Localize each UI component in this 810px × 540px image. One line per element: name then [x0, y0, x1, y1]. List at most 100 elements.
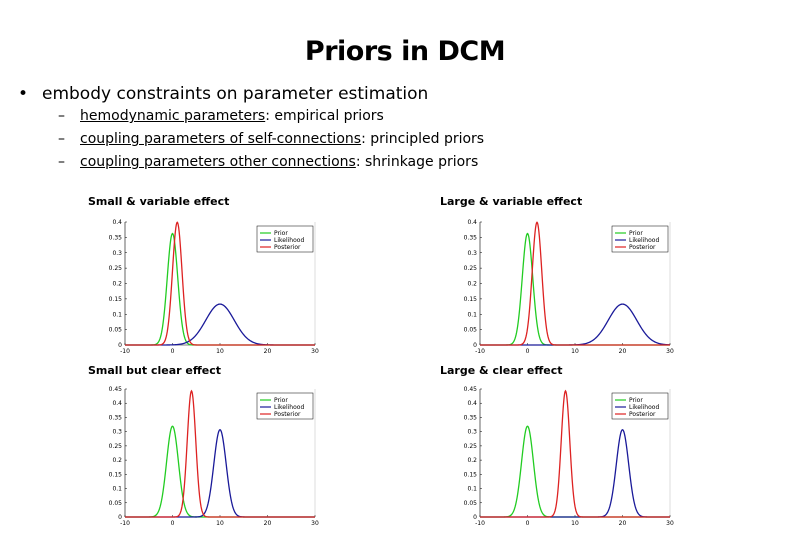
y-tick-label: 0.25: [464, 443, 478, 450]
legend-label: Prior: [274, 397, 288, 404]
y-tick-label: 0.1: [467, 311, 477, 318]
sub-item-other-connections: – coupling parameters other connections: …: [58, 154, 478, 170]
x-tick-label: 10: [216, 348, 224, 355]
legend-label: Prior: [629, 397, 643, 404]
y-tick-label: 0.45: [109, 386, 123, 393]
y-tick-label: 0.4: [112, 400, 122, 407]
y-tick-label: 0.05: [464, 327, 478, 334]
density-plot: 00.050.10.150.20.250.30.350.4-10 0 10 20 30P…: [464, 219, 674, 355]
y-tick-label: 0.45: [464, 386, 478, 393]
x-tick-label: 30: [311, 520, 319, 527]
y-tick-label: 0.35: [109, 234, 123, 241]
y-tick-label: 0.3: [467, 429, 477, 436]
series-line: [125, 425, 315, 518]
series-line: [125, 221, 315, 346]
legend-label: Likelihood: [629, 404, 659, 411]
y-tick-label: 0.05: [464, 500, 478, 507]
x-tick-label: 10: [571, 520, 579, 527]
x-tick-label: -10: [120, 520, 130, 527]
x-tick-label: -10: [120, 348, 130, 355]
y-tick-label: 0.2: [112, 457, 122, 464]
y-tick-label: 0.05: [109, 500, 123, 507]
y-tick-label: 0.15: [109, 296, 123, 303]
y-tick-label: 0.05: [109, 327, 123, 334]
sub-item-desc: : empirical priors: [265, 108, 384, 124]
x-tick-label: 0: [171, 348, 175, 355]
x-tick-label: 20: [264, 520, 272, 527]
series-line: [125, 428, 315, 518]
legend-label: Posterior: [629, 411, 656, 418]
sub-item-term: coupling parameters of self-connections: [80, 131, 362, 147]
x-tick-label: 30: [666, 520, 674, 527]
plot-label: Large & clear effect: [440, 364, 563, 377]
density-plot: 00.050.10.150.20.250.30.350.40.45-10 0 10 2…: [109, 386, 319, 527]
legend-label: Posterior: [274, 411, 301, 418]
series-line: [125, 389, 315, 518]
y-tick-label: 0.2: [112, 281, 122, 288]
series-line: [125, 303, 315, 346]
dash-glyph: –: [58, 131, 65, 147]
sub-item-term: coupling parameters other connections: [80, 154, 356, 170]
sub-item-desc: : shrinkage priors: [355, 154, 479, 170]
legend-box: [256, 392, 314, 420]
y-tick-label: 0.1: [112, 311, 122, 318]
sub-item-self-connections: – coupling parameters of self-connections…: [58, 131, 484, 147]
legend-label: Prior: [629, 230, 643, 237]
x-tick-label: 10: [216, 520, 224, 527]
legend-label: Posterior: [629, 244, 656, 251]
plot-label: Small & variable effect: [88, 195, 230, 208]
x-tick-label: 20: [619, 348, 627, 355]
x-tick-label: 0: [171, 520, 175, 527]
x-tick-label: 0: [526, 348, 530, 355]
y-tick-label: 0.4: [467, 219, 477, 226]
legend-label: Likelihood: [629, 237, 659, 244]
density-plot: 00.050.10.150.20.250.30.350.40.45-10 0 10 2…: [464, 386, 674, 527]
y-tick-label: 0.2: [467, 457, 477, 464]
y-tick-label: 0.4: [112, 219, 122, 226]
sub-item-desc: : principled priors: [361, 131, 485, 147]
y-tick-label: 0.1: [467, 486, 477, 493]
plot-label: Large & variable effect: [440, 195, 583, 208]
y-tick-label: 0.35: [109, 414, 123, 421]
legend-label: Posterior: [274, 244, 301, 251]
y-tick-label: 0.15: [109, 471, 123, 478]
x-tick-label: 30: [666, 348, 674, 355]
plot-label: Small but clear effect: [88, 364, 222, 377]
y-tick-label: 0.15: [464, 296, 478, 303]
legend-label: Prior: [274, 230, 288, 237]
x-tick-label: 20: [619, 520, 627, 527]
y-tick-label: 0: [118, 342, 122, 349]
y-tick-label: 0.15: [464, 471, 478, 478]
y-tick-label: 0.25: [109, 443, 123, 450]
y-tick-label: 0: [473, 514, 477, 521]
x-tick-label: 10: [571, 348, 579, 355]
sub-item-term: hemodynamic parameters: [80, 108, 266, 124]
bullet-item: • embody constraints on parameter estimat…: [18, 84, 428, 104]
legend-box: [256, 225, 314, 253]
y-tick-label: 0.25: [464, 265, 478, 272]
density-plot: 00.050.10.150.20.250.30.350.4-10 0 10 20 30P…: [109, 219, 319, 355]
series-line: [480, 221, 670, 346]
y-tick-label: 0.35: [464, 234, 478, 241]
legend-box: [611, 392, 669, 420]
y-tick-label: 0: [118, 514, 122, 521]
bullet-dot: •: [18, 84, 29, 104]
y-tick-label: 0.25: [109, 265, 123, 272]
legend-label: Likelihood: [274, 237, 304, 244]
x-tick-label: -10: [475, 520, 485, 527]
y-tick-label: 0.3: [467, 250, 477, 257]
sub-item-hemodynamic: – hemodynamic parameters: empirical prior…: [58, 108, 384, 124]
dash-glyph: –: [58, 154, 65, 170]
series-line: [480, 389, 670, 518]
y-tick-label: 0.3: [112, 250, 122, 257]
bullet-text: embody constraints on parameter estimati…: [42, 84, 429, 104]
dash-glyph: –: [58, 108, 65, 124]
y-tick-label: 0: [473, 342, 477, 349]
y-tick-label: 0.2: [467, 281, 477, 288]
x-tick-label: -10: [475, 348, 485, 355]
legend-label: Likelihood: [274, 404, 304, 411]
x-tick-label: 20: [264, 348, 272, 355]
y-tick-label: 0.35: [464, 414, 478, 421]
y-tick-label: 0.1: [112, 486, 122, 493]
y-tick-label: 0.4: [467, 400, 477, 407]
